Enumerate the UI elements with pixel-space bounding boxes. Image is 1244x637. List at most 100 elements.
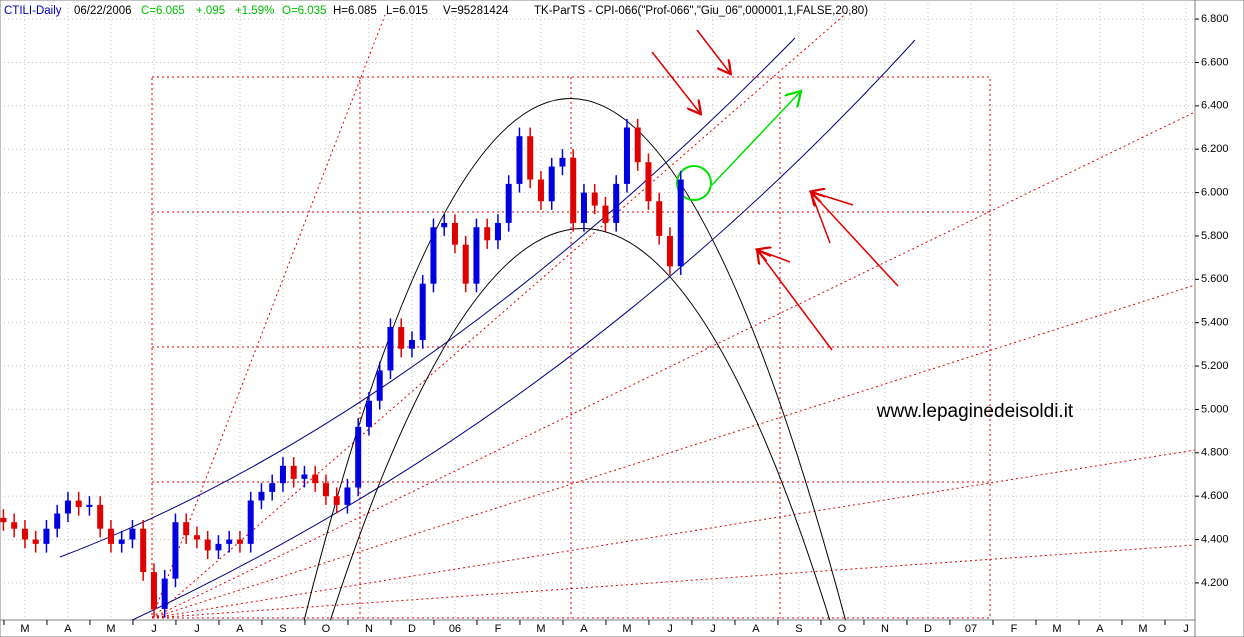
header-text: C=6.065 — [141, 5, 185, 17]
x-tick-label: S — [795, 623, 802, 635]
candle-body — [548, 166, 555, 202]
candle-body — [645, 162, 652, 202]
candle-body — [602, 205, 609, 223]
candle-body — [677, 179, 684, 267]
y-tick-label: 4.600 — [1201, 490, 1229, 502]
candle-body — [215, 543, 222, 551]
candle-body — [279, 465, 286, 484]
header-text: CTILI-Daily — [4, 5, 62, 17]
x-tick-label: F — [1011, 623, 1018, 635]
candle-body — [473, 227, 480, 284]
candle-body — [527, 136, 534, 180]
x-tick-label: J — [151, 623, 157, 635]
candle-body — [301, 474, 308, 479]
y-tick-label: 6.200 — [1201, 143, 1229, 155]
x-tick-label: O — [322, 623, 331, 635]
x-tick-label: M — [622, 623, 631, 635]
candle-body — [236, 539, 243, 544]
x-tick-label: A — [64, 623, 72, 635]
candle-body — [494, 222, 501, 241]
candle-body — [0, 517, 7, 523]
candle-body — [86, 504, 93, 508]
candle-body — [656, 201, 663, 236]
candle-body — [269, 483, 276, 492]
red-arrows — [651, 29, 899, 351]
candle-body — [559, 157, 566, 167]
x-tick-label: 06 — [449, 623, 461, 635]
plot-area — [0, 0, 1196, 621]
candle-body — [290, 465, 297, 479]
candle-body — [204, 539, 211, 551]
candle-body — [355, 426, 362, 488]
candle-body — [570, 157, 577, 223]
header-text: 06/22/2006 — [74, 5, 132, 17]
x-tick-label: M — [536, 623, 545, 635]
candle-body — [161, 578, 168, 609]
x-tick-label: M — [1052, 623, 1061, 635]
trend-curve — [59, 37, 796, 558]
candle-body — [451, 222, 458, 245]
y-tick-label: 5.400 — [1201, 317, 1229, 329]
candle-body — [150, 572, 157, 609]
x-tick-label: A — [236, 623, 244, 635]
candle-body — [419, 283, 426, 341]
y-tick-label: 5.000 — [1201, 403, 1229, 415]
candle-body — [408, 340, 415, 349]
candle-body — [129, 528, 136, 540]
candle-body — [247, 500, 254, 544]
y-tick-label: 4.200 — [1201, 577, 1229, 589]
x-tick-label: J — [1183, 623, 1189, 635]
x-tick-label: 07 — [965, 623, 977, 635]
candle-body — [484, 227, 491, 241]
candle-body — [107, 528, 114, 544]
y-tick-label: 4.400 — [1201, 533, 1229, 545]
y-tick-label: 6.000 — [1201, 186, 1229, 198]
candles — [0, 118, 684, 618]
header-text: TK-ParTS - CPI-066("Prof-066","Giu_06",0… — [534, 5, 868, 17]
watermark: www.lepaginedeisoldi.it — [876, 401, 1074, 422]
candle-body — [333, 496, 340, 505]
grid — [0, 0, 1195, 620]
x-tick-label: S — [279, 623, 286, 635]
header-text: O=6.035 — [282, 5, 326, 17]
x-tick-label: N — [881, 623, 889, 635]
candle-body — [322, 483, 329, 497]
candle-body — [226, 539, 233, 544]
candle-body — [634, 127, 641, 163]
candle-body — [21, 528, 28, 540]
candle-body — [580, 192, 587, 223]
header-text: V=95281424 — [443, 5, 509, 17]
x-tick-label: M — [106, 623, 115, 635]
x-tick-label: F — [495, 623, 502, 635]
candle-body — [365, 400, 372, 427]
highlight-circle — [676, 165, 712, 201]
candle-body — [32, 539, 39, 544]
y-tick-label: 6.600 — [1201, 56, 1229, 68]
header-text: L=6.015 — [386, 5, 428, 17]
drawings — [59, 9, 1195, 620]
x-tick-label: M — [20, 623, 29, 635]
candle-body — [140, 528, 147, 573]
x-tick-label: A — [580, 623, 588, 635]
x-tick-label: N — [365, 623, 373, 635]
candle-body — [516, 136, 523, 184]
candle-body — [398, 327, 405, 349]
candle-body — [118, 539, 125, 544]
x-tick-label: D — [924, 623, 932, 635]
candle-body — [172, 522, 179, 579]
header-text: +1.59% — [235, 5, 274, 17]
candle-body — [613, 183, 620, 223]
candle-body — [11, 522, 18, 529]
x-tick-label: O — [838, 623, 847, 635]
candle-body — [591, 192, 598, 206]
x-tick-label: J — [667, 623, 673, 635]
y-tick-label: 6.800 — [1201, 13, 1229, 25]
y-tick-label: 5.600 — [1201, 273, 1229, 285]
x-tick-label: A — [1096, 623, 1104, 635]
candle-body — [344, 487, 351, 505]
header-text: H=6.085 — [333, 5, 377, 17]
candle-body — [430, 227, 437, 284]
candle-body — [183, 522, 190, 536]
x-tick-label: J — [710, 623, 716, 635]
